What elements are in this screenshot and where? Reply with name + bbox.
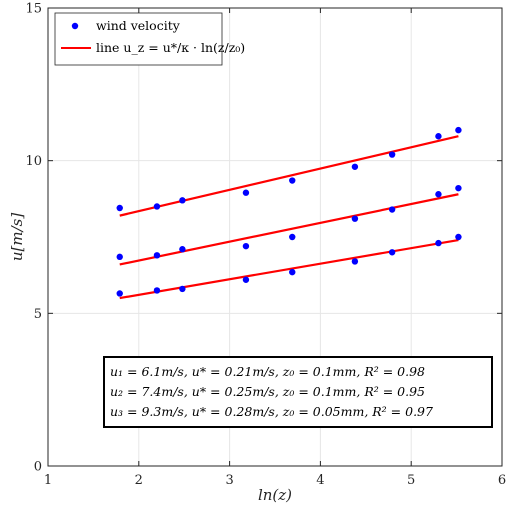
fit-line-2 — [119, 193, 459, 266]
data-point-s3 — [179, 285, 186, 293]
data-point-s3 — [435, 239, 442, 247]
x-axis-label: ln(z) — [258, 486, 292, 504]
fit-line-3 — [119, 238, 459, 300]
x-tick-label: 5 — [407, 473, 415, 488]
annotation-box: u₁ = 6.1m/s, u* = 0.21m/s, z₀ = 0.1mm, R… — [103, 356, 493, 428]
data-point-s2 — [435, 191, 442, 198]
plot-area — [47, 7, 503, 467]
data-point-s3 — [351, 258, 359, 265]
annotation-line-1: u₁ = 6.1m/s, u* = 0.21m/s, z₀ = 0.1mm, R… — [110, 364, 425, 379]
legend-point-marker — [71, 22, 79, 30]
data-point-s2 — [351, 215, 359, 222]
legend-box — [54, 12, 223, 66]
annotation-frame — [103, 356, 493, 428]
data-point-s2 — [179, 246, 186, 253]
annotation-line-3: u₃ = 9.3m/s, u* = 0.28m/s, z₀ = 0.05mm, … — [110, 404, 433, 419]
x-tick-label: 6 — [498, 473, 506, 488]
data-points — [116, 126, 462, 297]
data-point-s3 — [116, 290, 123, 297]
x-tick-label: 4 — [316, 473, 324, 488]
fit-lines — [119, 135, 459, 300]
legend: wind velocity line u_z = u*/κ · ln(z/z₀) — [54, 12, 245, 66]
data-point-s1 — [179, 197, 186, 204]
legend-line-label: line u_z = u*/κ · ln(z/z₀) — [96, 40, 245, 55]
annotation-line-2: u₂ = 7.4m/s, u* = 0.25m/s, z₀ = 0.1mm, R… — [110, 384, 425, 399]
data-point-s1 — [351, 163, 359, 170]
data-point-s1 — [289, 177, 296, 184]
fit-line-1 — [119, 135, 459, 217]
data-point-s3 — [388, 249, 396, 256]
legend-points-label: wind velocity — [96, 18, 181, 33]
data-point-s3 — [455, 233, 462, 241]
data-point-s1 — [435, 133, 442, 140]
data-point-s1 — [455, 126, 462, 134]
data-point-s2 — [388, 206, 396, 213]
data-point-s2 — [153, 252, 161, 259]
data-point-s2 — [455, 184, 462, 192]
data-point-s3 — [153, 287, 161, 294]
data-point-s3 — [242, 276, 250, 283]
y-tick-label: 5 — [34, 307, 42, 322]
y-tick-label: 0 — [34, 460, 42, 475]
data-point-s1 — [116, 204, 123, 212]
y-tick-label: 15 — [25, 2, 42, 17]
y-axis-label: u[m/s] — [8, 213, 26, 261]
data-point-s2 — [116, 253, 123, 261]
axis-ticks: 1 2 3 4 5 6 0 5 10 15 — [25, 2, 506, 489]
data-point-s3 — [289, 268, 296, 276]
x-tick-label: 3 — [225, 473, 233, 488]
x-tick-label: 2 — [135, 473, 143, 488]
data-point-s1 — [153, 203, 161, 210]
y-tick-label: 10 — [25, 154, 42, 169]
data-point-s2 — [242, 242, 250, 250]
data-point-s1 — [242, 189, 250, 196]
x-tick-label: 1 — [44, 473, 52, 488]
data-point-s2 — [289, 233, 296, 241]
data-point-s1 — [388, 151, 396, 158]
